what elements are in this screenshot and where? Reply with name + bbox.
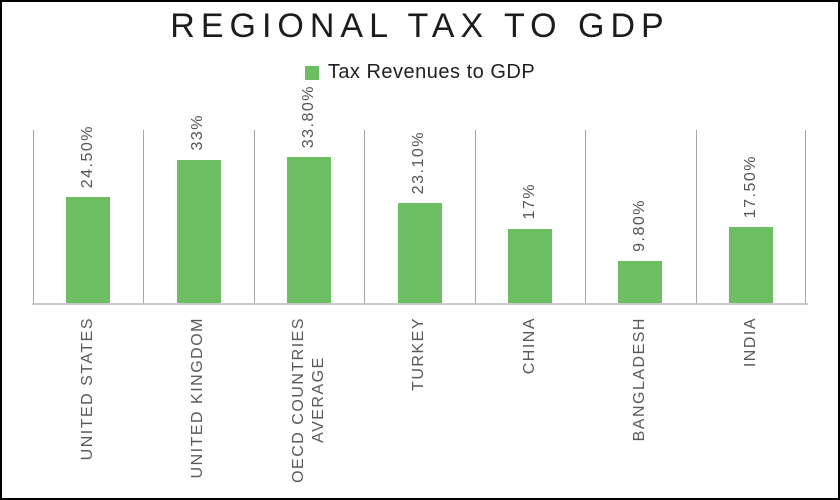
plot-area: 24.50% 33% 33.80% 23.10% 17% 9.80% 17.50%: [33, 85, 806, 303]
category-label-wrapper: UNITED KINGDOM: [143, 317, 253, 478]
bar: [508, 229, 552, 303]
chart-title: REGIONAL TAX TO GDP: [170, 7, 670, 45]
category-gridline: [805, 130, 806, 303]
legend: Tax Revenues to GDP: [2, 61, 838, 84]
bar-value-label: 33.80%: [300, 84, 317, 148]
category-gridline: [696, 130, 697, 303]
bar: [66, 197, 110, 303]
bar-value-wrapper: 17%: [475, 183, 585, 220]
bar: [398, 203, 442, 303]
bar-value-wrapper: 24.50%: [33, 125, 143, 188]
category-label-wrapper: TURKEY: [364, 317, 474, 391]
bar-value-wrapper: 9.80%: [585, 199, 695, 252]
category-gridline: [33, 130, 34, 303]
bar-value-label: 23.10%: [410, 130, 427, 194]
category-label-wrapper: UNITED STATES: [33, 317, 143, 460]
bar-value-label: 17%: [521, 183, 538, 220]
legend-label: Tax Revenues to GDP: [327, 61, 536, 83]
bar-value-label: 9.80%: [631, 199, 648, 252]
bar-value-wrapper: 23.10%: [364, 131, 474, 194]
bar: [287, 157, 331, 303]
bar-value-wrapper: 33%: [143, 114, 253, 151]
bar-value-label: 24.50%: [79, 124, 96, 188]
category-label: UNITED STATES: [79, 317, 96, 461]
category-label-wrapper: CHINA: [475, 317, 585, 374]
category-gridline: [143, 130, 144, 303]
bar: [618, 261, 662, 303]
bar-value-wrapper: 17.50%: [696, 155, 806, 218]
category-label-wrapper: BANGLADESH: [585, 317, 695, 441]
category-label-wrapper: INDIA: [696, 317, 806, 367]
bar-value-label: 33%: [189, 114, 206, 151]
category-label: OECD COUNTRIES AVERAGE: [290, 317, 327, 483]
bar-value-wrapper: 33.80%: [254, 85, 364, 148]
x-axis-line: [32, 303, 808, 305]
category-label: INDIA: [742, 317, 759, 368]
category-gridline: [585, 130, 586, 303]
category-gridline: [364, 130, 365, 303]
x-axis-labels: UNITED STATES UNITED KINGDOM OECD COUNTRIE…: [33, 305, 806, 490]
legend-swatch-icon: [304, 65, 319, 80]
category-label: TURKEY: [410, 317, 427, 391]
category-gridline: [254, 130, 255, 303]
category-label: UNITED KINGDOM: [189, 317, 206, 479]
category-label: CHINA: [521, 317, 538, 375]
bar: [177, 160, 221, 303]
category-gridline: [475, 130, 476, 303]
category-label-wrapper: OECD COUNTRIES AVERAGE: [254, 317, 364, 483]
bar-value-label: 17.50%: [742, 154, 759, 218]
category-label: BANGLADESH: [631, 317, 648, 442]
bar: [729, 227, 773, 303]
